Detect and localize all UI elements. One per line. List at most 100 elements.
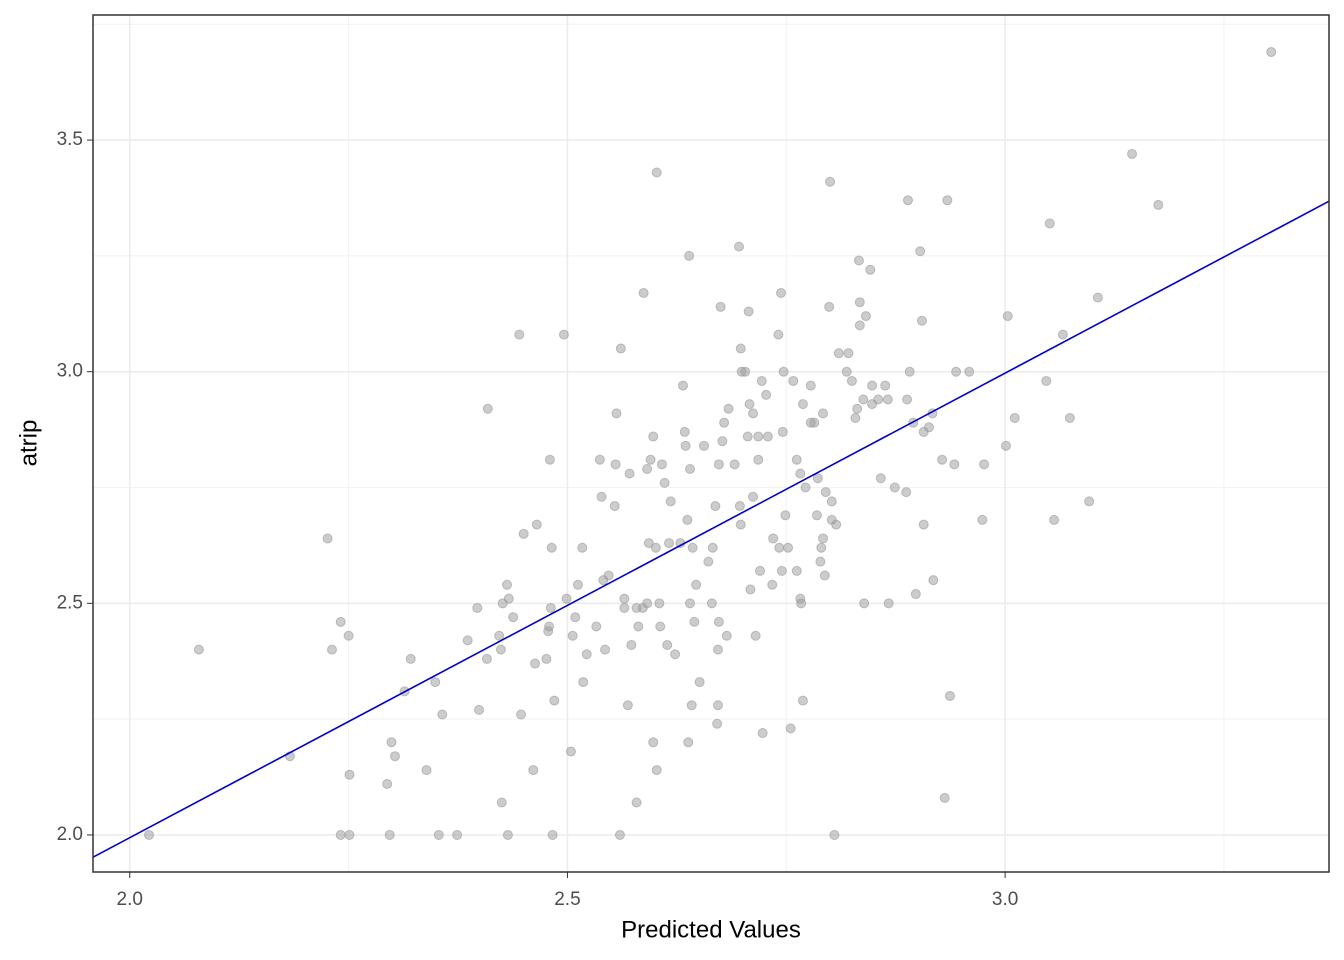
point (603, 570, 614, 581)
point (622, 700, 633, 711)
point (778, 366, 789, 377)
point (776, 287, 787, 298)
point (405, 653, 416, 664)
point (712, 718, 723, 729)
point (549, 695, 560, 706)
point (651, 167, 662, 178)
point (384, 829, 395, 840)
point (514, 329, 525, 340)
point (818, 533, 829, 544)
point (615, 343, 626, 354)
point (833, 348, 844, 359)
point (516, 709, 527, 720)
point (795, 468, 806, 479)
point (1153, 199, 1164, 210)
point (707, 542, 718, 553)
point (545, 602, 556, 613)
point (496, 797, 507, 808)
point (558, 329, 569, 340)
point (791, 454, 802, 465)
point (755, 565, 766, 576)
point (875, 473, 886, 484)
point (889, 482, 900, 493)
point (748, 408, 759, 419)
point (1044, 218, 1055, 229)
point (665, 496, 676, 507)
point (826, 496, 837, 507)
point (691, 579, 702, 590)
point (322, 533, 333, 544)
point (902, 394, 913, 405)
point (811, 510, 822, 521)
point (1002, 311, 1013, 322)
point (594, 454, 605, 465)
point (865, 264, 876, 275)
point (544, 454, 555, 465)
point (809, 417, 820, 428)
point (829, 829, 840, 840)
point (679, 426, 690, 437)
point (761, 389, 772, 400)
point (979, 459, 990, 470)
point (939, 792, 950, 803)
point (858, 394, 869, 405)
point (343, 630, 354, 641)
point (723, 403, 734, 414)
point (572, 579, 583, 590)
point (753, 454, 764, 465)
point (873, 394, 884, 405)
point (717, 436, 728, 447)
point (797, 695, 808, 706)
point (916, 315, 927, 326)
point (591, 621, 602, 632)
point (596, 491, 607, 502)
point (777, 426, 788, 437)
point (788, 375, 799, 386)
point (843, 348, 854, 359)
point (530, 658, 541, 669)
point (680, 440, 691, 451)
point (581, 649, 592, 660)
point (531, 519, 542, 530)
point (783, 542, 794, 553)
x-axis-title: Predicted Values (621, 916, 801, 943)
point (648, 737, 659, 748)
point (686, 700, 697, 711)
point (494, 630, 505, 641)
point (638, 287, 649, 298)
point (785, 723, 796, 734)
point (800, 482, 811, 493)
point (1266, 47, 1277, 58)
point (742, 431, 753, 442)
point (854, 297, 865, 308)
point (452, 829, 463, 840)
point (508, 612, 519, 623)
point (633, 621, 644, 632)
point (734, 501, 745, 512)
point (682, 514, 693, 525)
point (684, 250, 695, 261)
point (335, 829, 346, 840)
point (780, 510, 791, 521)
point (762, 431, 773, 442)
point (818, 408, 829, 419)
point (859, 598, 870, 609)
point (745, 584, 756, 595)
point (735, 343, 746, 354)
point (743, 306, 754, 317)
point (812, 473, 823, 484)
fit-line (92, 200, 1330, 858)
point (656, 459, 667, 470)
point (650, 542, 661, 553)
point (719, 417, 730, 428)
point (819, 570, 830, 581)
point (1092, 292, 1103, 303)
point (904, 366, 915, 377)
point (645, 454, 656, 465)
point (713, 459, 724, 470)
point (944, 690, 955, 701)
point (694, 677, 705, 688)
point (867, 380, 878, 391)
point (642, 463, 653, 474)
point (663, 538, 674, 549)
